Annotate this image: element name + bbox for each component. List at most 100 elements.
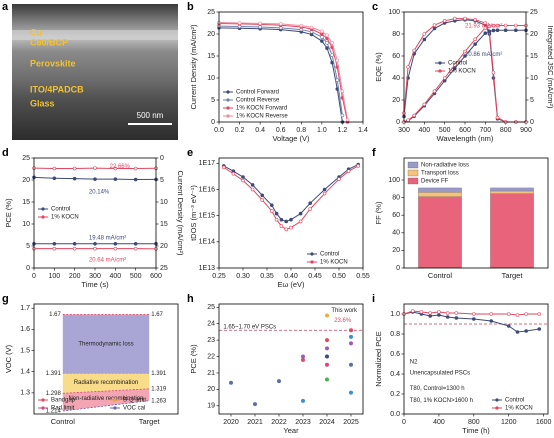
- legend-label: Non-radiative loss: [421, 163, 469, 169]
- y-tick-label: 20: [207, 386, 215, 393]
- y-tick-label: 5: [211, 97, 215, 104]
- y2-tick-label: 5: [160, 177, 164, 184]
- y-tick-label: 22: [207, 353, 215, 360]
- legend-marker: [226, 106, 230, 110]
- data-point: [483, 26, 488, 30]
- legend-swatch: [407, 177, 419, 185]
- data-point: [335, 58, 340, 63]
- data-point: [301, 354, 305, 359]
- data-point: [514, 28, 518, 33]
- data-label: 1.391: [46, 371, 62, 377]
- legend-marker: [438, 69, 442, 73]
- data-point: [524, 312, 528, 316]
- data-point: [463, 16, 467, 21]
- data-point: [515, 330, 520, 334]
- data-point: [113, 166, 118, 171]
- y-tick-label: 80: [392, 194, 400, 201]
- x-tick-label: 0.2: [235, 127, 245, 134]
- annotation: Unencapsulated PSCs: [410, 371, 470, 377]
- data-point: [113, 177, 118, 181]
- plot-frame: [33, 303, 179, 415]
- x-tick-label: 0.25: [212, 273, 226, 280]
- data-point: [52, 246, 57, 251]
- data-point: [428, 311, 432, 315]
- sem-label: Glass: [30, 98, 55, 108]
- series-line: [223, 165, 359, 230]
- data-point: [483, 31, 488, 35]
- legend-label: Control: [505, 398, 524, 404]
- legend-label: Device FF: [421, 179, 449, 185]
- legend-label: 1% KOCN: [505, 406, 533, 412]
- x-tick-label: 0.35: [260, 273, 274, 280]
- y-tick-label: 5: [26, 243, 30, 250]
- x-tick-label: 400: [433, 419, 445, 426]
- x-axis-label: Eω (eV): [277, 280, 305, 289]
- legend-label: 1% KOCN: [448, 69, 476, 75]
- y-tick-label: 1E17: [199, 160, 215, 167]
- data-point: [422, 102, 427, 107]
- legend-label: Transport loss: [421, 171, 459, 177]
- x-tick-label: 0: [32, 273, 36, 280]
- y-tick-label: 1E15: [199, 213, 215, 220]
- data-point: [258, 21, 262, 26]
- data-point: [442, 18, 447, 23]
- data-point: [406, 118, 410, 123]
- loss-region: [62, 388, 150, 412]
- data-point: [346, 169, 351, 174]
- data-point: [432, 26, 437, 31]
- data-label: 1.67: [49, 312, 61, 318]
- data-point: [299, 23, 304, 28]
- y-tick-label: 60: [392, 53, 400, 60]
- y-axis-label: FF (%): [374, 201, 383, 224]
- x-tick-label: 2025: [343, 419, 359, 426]
- data-point: [337, 177, 341, 181]
- legend-label: Control: [320, 252, 339, 258]
- y-tick-label: 40: [392, 230, 400, 237]
- x-tick-label: 400: [109, 273, 121, 280]
- annotation: This work: [331, 308, 358, 314]
- data-point: [453, 16, 457, 21]
- y-tick-label: 0.0: [390, 411, 400, 418]
- data-point: [274, 217, 279, 222]
- data-point: [52, 166, 57, 171]
- data-point: [325, 362, 329, 367]
- sem-panel: a Cu C60/BCP Perovskite ITO/4PADCB Glass…: [2, 1, 178, 140]
- legend-swatch: [407, 169, 419, 177]
- data-point: [537, 327, 542, 331]
- data-point: [437, 310, 441, 314]
- y-tick-label: 0: [26, 265, 30, 272]
- data-point: [325, 346, 329, 351]
- data-point: [453, 66, 457, 71]
- data-point: [72, 176, 77, 181]
- sem-layer: [12, 30, 178, 40]
- y-tick-label: 25: [22, 155, 30, 162]
- data-point: [514, 23, 518, 28]
- y2-tick-label: 20: [530, 31, 538, 38]
- x-tick-label: 0.30: [236, 273, 250, 280]
- y-tick-label: 24: [207, 321, 215, 328]
- panel-letter: f: [372, 147, 376, 159]
- x-tick-label: 2022: [271, 419, 287, 426]
- data-point: [325, 46, 329, 50]
- data-point: [231, 171, 236, 176]
- x-tick-label: 2024: [319, 419, 335, 426]
- y2-axis-label: Current Density (mA/cm²): [176, 170, 185, 256]
- data-point: [453, 63, 457, 67]
- x-tick-label: Target: [502, 271, 524, 280]
- data-point: [250, 187, 255, 192]
- x-tick-label: 100: [48, 273, 60, 280]
- x-tick-label: 0.4: [255, 127, 265, 134]
- y-tick-label: 19: [207, 403, 215, 410]
- data-point: [269, 203, 274, 208]
- x-axis-label: Time (s): [81, 280, 109, 289]
- legend-marker: [41, 207, 45, 211]
- y-tick-label: 1.7: [20, 305, 30, 312]
- y2-axis-label: Integrated JSC (mA/cm²): [546, 26, 554, 109]
- data-point: [442, 76, 447, 80]
- data-point: [301, 398, 305, 403]
- y-axis-label: Normalized PCE: [374, 331, 383, 386]
- y-axis-label: tDOS (m⁻³ eV⁻¹): [189, 185, 198, 241]
- series-line: [403, 29, 526, 123]
- legend-marker: [41, 406, 45, 410]
- data-point: [489, 319, 494, 323]
